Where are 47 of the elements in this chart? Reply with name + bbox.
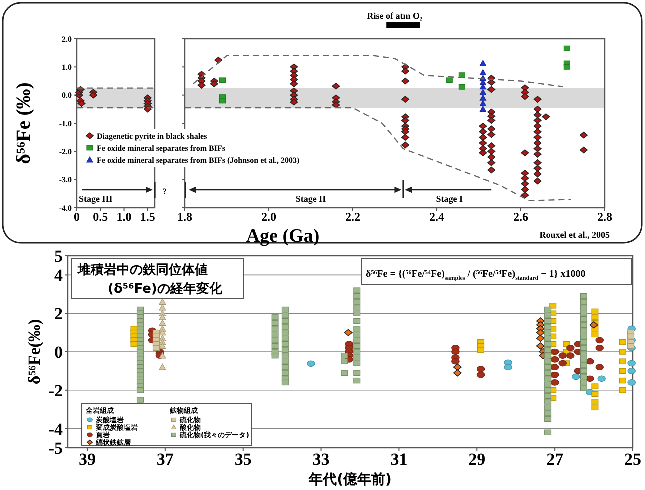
x-tick-label: 31 (390, 450, 408, 469)
y-tick-label: -4 (48, 420, 64, 439)
text: Rise of atm O₂ (367, 11, 424, 21)
annotation: Stage I (436, 194, 464, 204)
y-tick-label: -1.0 (59, 119, 72, 128)
x-tick-label: 29 (468, 450, 486, 469)
annotation: Stage II (296, 194, 327, 204)
x-tick-label: 1.0 (116, 210, 132, 224)
text: Rouxel et al., 2005 (540, 230, 610, 240)
y-tick-label: 1.0 (62, 62, 72, 72)
y-tick-label: 2 (54, 304, 63, 324)
title-box: 堆積岩中の鉄同位体値 (δ⁵⁶Fe)の経年変化 (72, 258, 244, 300)
x-tick-label: 39 (78, 450, 96, 469)
x-tick-label: 1.8 (178, 210, 192, 224)
annotation: Stage III (79, 194, 114, 204)
y-tick-label: 5 (54, 246, 63, 266)
x-tick-label: 25 (624, 450, 642, 469)
y-tick-label: 0 (54, 342, 63, 362)
y-axis-title: δ⁵⁶Fe(‰) (25, 319, 44, 385)
x-tick-label: 0.5 (93, 210, 108, 224)
x-tick-label: 2.2 (346, 210, 360, 224)
y-tick-label: -4.0 (59, 204, 72, 213)
y-tick-label: -5 (48, 438, 63, 458)
x-tick-label: 2.4 (430, 210, 444, 224)
x-axis-title: 年代(億年前) (308, 471, 392, 488)
formula-box: δ⁵⁶Fe = {(⁵⁶Fe/⁵⁴Fe)$_{samples}$ / (⁵⁶Fe/⁵⁴Fe)$_{standard}$ − 1} x1000 (362, 258, 632, 286)
x-tick-label: 37 (156, 450, 174, 469)
annotation: δ⁵⁶Fe = {(⁵⁶Fe/⁵⁴Fe)$_{samples}$ / (⁵⁶Fe/⁵⁴Fe)$_{standard}$ − 1} x1000 (366, 269, 586, 282)
x-tick-label: 2.6 (514, 210, 528, 224)
y-tick-label: -2.0 (59, 147, 72, 156)
legend-label: Fe oxide mineral separates from BIFs (Johnson et al., 2003) (97, 156, 300, 165)
y-tick-label: 2.0 (62, 34, 72, 44)
legend-label: Diagenetic pyrite in black shales (97, 132, 208, 141)
x-tick-label: 33 (312, 450, 330, 469)
x-tick-label: 2.0 (262, 210, 276, 224)
x-axis-title: Age (Ga) (246, 226, 320, 247)
y-axis-title: δ⁵⁶Fe (‰) (13, 82, 35, 164)
x-tick-label: 2.8 (598, 210, 612, 224)
y-tick-label: -2 (48, 381, 63, 400)
y-tick-label: -3.0 (59, 176, 72, 185)
y-tick-label: 0.0 (62, 91, 72, 100)
x-tick-label: 1.5 (140, 210, 156, 224)
x-tick-label: 35 (234, 450, 252, 469)
y-tick-label: 4 (54, 266, 64, 286)
text: ? (163, 187, 167, 196)
x-tick-label: 27 (546, 450, 564, 469)
legend-label: Fe oxide mineral separates from BIFs (97, 144, 226, 153)
